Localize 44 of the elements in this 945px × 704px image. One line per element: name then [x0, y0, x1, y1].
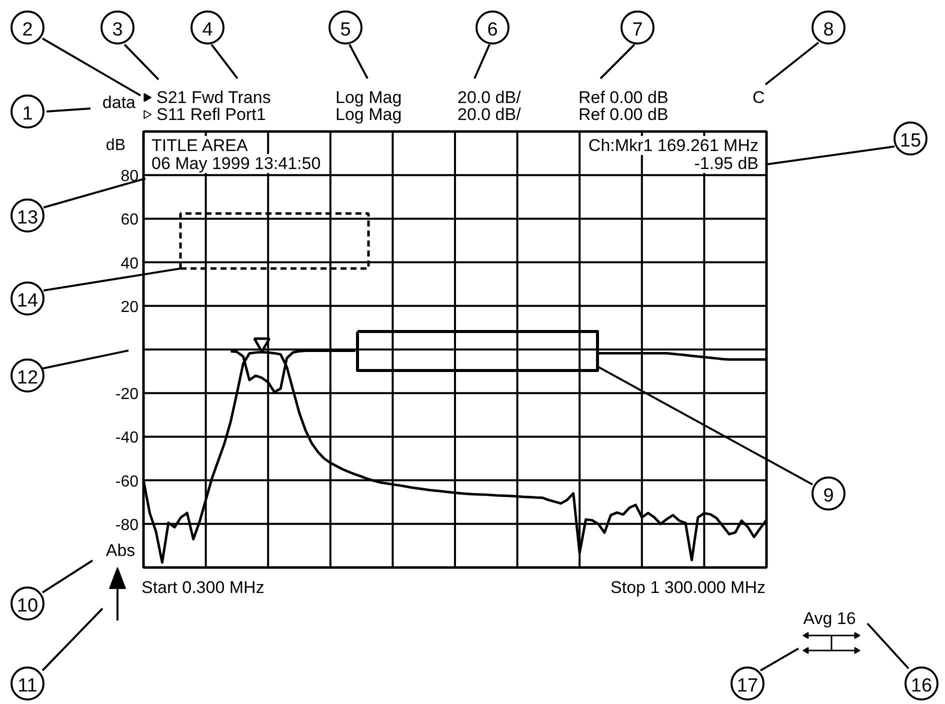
y-tick-label: 40: [120, 255, 139, 272]
text: 20.0 dB/: [458, 105, 522, 124]
legend-label: S21 Fwd Trans: [156, 88, 271, 107]
annotation: Ch:Mkr1 169.261 MHz: [588, 136, 759, 155]
y-tick-label: -20: [115, 386, 139, 404]
text: 06 May 1999 13:41:50: [152, 154, 321, 173]
text: Ref 0.00 dB: [578, 105, 668, 124]
text: Ref 0.00 dB: [578, 88, 668, 107]
text: Log Mag: [336, 105, 402, 124]
text: 8: [823, 20, 834, 40]
text: 3: [112, 20, 123, 40]
legend-label: S11 Refl Port1: [156, 105, 266, 124]
text: Abs: [106, 541, 136, 560]
y-axis-title: dB: [106, 137, 126, 154]
text: 12: [16, 368, 38, 388]
text: Log Mag: [336, 88, 402, 107]
text: Start 0.300 MHz: [142, 578, 264, 597]
text: 1: [22, 104, 33, 124]
text: 14: [16, 290, 38, 312]
annotation: -1.95 dB: [694, 154, 758, 173]
y-tick-label: 80: [120, 168, 139, 186]
text: 15: [900, 130, 922, 152]
text: data: [102, 93, 136, 112]
text: Avg 16: [803, 609, 856, 628]
text: 11: [18, 676, 38, 696]
text: C: [752, 88, 765, 107]
text: 20.0 dB/: [458, 88, 522, 107]
text: 5: [340, 20, 351, 40]
chart-title: TITLE AREA: [152, 136, 249, 155]
text: 2: [22, 20, 33, 40]
text: 13: [16, 208, 38, 228]
y-tick-label: -60: [115, 473, 139, 490]
text: 7: [632, 20, 643, 40]
text: 16: [910, 676, 932, 696]
text: 17: [736, 676, 758, 696]
y-tick-label: -40: [115, 430, 139, 447]
text: 10: [16, 596, 38, 616]
y-tick-label: 60: [120, 212, 139, 229]
y-tick-label: -80: [115, 516, 139, 534]
text: 6: [487, 20, 498, 40]
text: 4: [202, 20, 214, 40]
text: Stop 1 300.000 MHz: [610, 578, 766, 597]
y-tick-label: 20: [120, 298, 139, 316]
text: 9: [823, 486, 834, 506]
